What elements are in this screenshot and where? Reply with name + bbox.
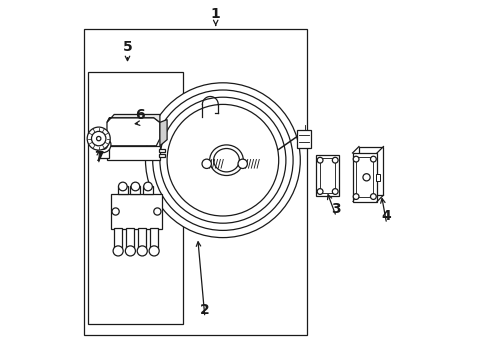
Bar [296,130,310,148]
Text: 4: 4 [381,209,391,223]
Circle shape [153,208,161,215]
Circle shape [118,182,127,191]
Circle shape [352,194,358,199]
Circle shape [96,136,101,141]
Circle shape [317,157,322,163]
Circle shape [98,140,107,149]
Circle shape [352,156,358,162]
Text: 2: 2 [200,303,209,316]
Text: 7: 7 [94,150,103,163]
Circle shape [238,159,247,168]
Bar [159,149,165,152]
Bar [126,228,134,248]
Circle shape [137,246,147,256]
Circle shape [131,182,140,191]
Bar [159,154,165,157]
Text: 3: 3 [331,202,341,216]
Text: 5: 5 [122,40,132,54]
Bar [316,155,338,196]
Circle shape [143,182,152,191]
Circle shape [152,90,292,230]
Circle shape [160,97,285,223]
Bar [138,228,146,248]
Bar [150,228,158,248]
Bar [118,186,127,194]
Bar [130,186,140,194]
Bar [88,72,183,324]
Circle shape [95,137,111,153]
Bar [114,228,122,248]
Bar [101,148,109,158]
Text: 6: 6 [135,108,144,122]
Polygon shape [160,120,167,146]
Circle shape [112,208,119,215]
Circle shape [149,246,159,256]
Circle shape [332,157,337,163]
Bar [142,186,153,194]
Polygon shape [107,114,160,122]
Circle shape [202,159,211,168]
Circle shape [167,104,278,216]
Bar [355,157,373,197]
Circle shape [370,156,375,162]
Circle shape [362,174,369,181]
Ellipse shape [213,148,239,172]
Circle shape [370,194,375,199]
Circle shape [87,127,110,150]
Polygon shape [107,146,160,160]
Bar [111,194,162,229]
Circle shape [317,189,322,194]
Circle shape [125,246,135,256]
Ellipse shape [209,145,243,175]
Circle shape [145,83,300,238]
Bar [358,147,383,195]
Circle shape [113,246,123,256]
Circle shape [332,189,337,194]
Bar [375,174,379,181]
Polygon shape [107,118,160,146]
Bar [352,153,376,202]
Bar [320,158,335,193]
Text: 1: 1 [210,8,220,21]
Circle shape [91,131,106,146]
Bar [84,29,307,335]
